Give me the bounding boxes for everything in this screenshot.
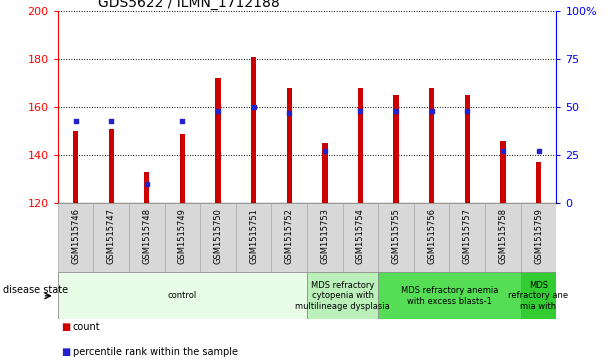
Bar (322, 143, 328, 203)
Text: GSM1515754: GSM1515754 (356, 208, 365, 264)
Bar (58, 203, 94, 272)
Text: GSM1515756: GSM1515756 (427, 208, 436, 264)
Bar (393, 95, 399, 203)
Text: GSM1515746: GSM1515746 (71, 208, 80, 264)
Text: GSM1515751: GSM1515751 (249, 208, 258, 264)
Bar (500, 141, 506, 203)
Point (463, 108, 472, 114)
Bar (108, 129, 114, 203)
Point (391, 108, 401, 114)
Text: GSM1515758: GSM1515758 (499, 208, 508, 264)
Point (534, 148, 544, 154)
Text: MDS refractory
cytopenia with
multilineage dysplasia: MDS refractory cytopenia with multilinea… (295, 281, 390, 311)
Text: GSM1515757: GSM1515757 (463, 208, 472, 264)
Text: percentile rank within the sample: percentile rank within the sample (73, 347, 238, 357)
Point (249, 104, 258, 110)
Bar (343, 203, 378, 272)
Text: GSM1515753: GSM1515753 (320, 208, 330, 264)
Bar (414, 203, 449, 272)
Text: GSM1515752: GSM1515752 (285, 208, 294, 264)
Text: count: count (73, 322, 100, 332)
Point (356, 108, 365, 114)
Bar (251, 57, 257, 203)
Point (498, 148, 508, 154)
Bar (286, 88, 292, 203)
Bar (378, 272, 520, 319)
Text: GSM1515755: GSM1515755 (392, 208, 401, 264)
Bar (307, 272, 378, 319)
Text: ■: ■ (61, 322, 70, 332)
Bar (429, 88, 434, 203)
Text: GSM1515749: GSM1515749 (178, 208, 187, 264)
Text: ■: ■ (61, 347, 70, 357)
Bar (520, 203, 556, 272)
Text: disease state: disease state (3, 285, 68, 295)
Bar (200, 203, 236, 272)
Bar (144, 172, 150, 203)
Point (320, 148, 330, 154)
Bar (129, 203, 165, 272)
Text: control: control (168, 291, 197, 300)
Bar (165, 203, 200, 272)
Text: MDS refractory anemia
with excess blasts-1: MDS refractory anemia with excess blasts… (401, 286, 498, 306)
Bar (449, 203, 485, 272)
Text: GSM1515750: GSM1515750 (213, 208, 223, 264)
Point (213, 108, 223, 114)
Bar (536, 162, 541, 203)
Text: MDS
refractory ane
mia with: MDS refractory ane mia with (508, 281, 568, 311)
Point (71, 118, 80, 123)
Text: GSM1515748: GSM1515748 (142, 208, 151, 264)
Text: GDS5622 / ILMN_1712188: GDS5622 / ILMN_1712188 (98, 0, 280, 10)
Bar (520, 272, 556, 319)
Bar (271, 203, 307, 272)
Bar (58, 272, 307, 319)
Bar (465, 95, 470, 203)
Bar (215, 78, 221, 203)
Point (178, 118, 187, 123)
Text: GSM1515747: GSM1515747 (106, 208, 116, 264)
Bar (73, 131, 78, 203)
Bar (94, 203, 129, 272)
Bar (358, 88, 363, 203)
Point (142, 181, 151, 187)
Bar (236, 203, 271, 272)
Point (106, 118, 116, 123)
Text: GSM1515759: GSM1515759 (534, 208, 543, 264)
Bar (180, 134, 185, 203)
Point (285, 110, 294, 116)
Point (427, 108, 437, 114)
Bar (307, 203, 343, 272)
Bar (378, 203, 414, 272)
Bar (485, 203, 520, 272)
